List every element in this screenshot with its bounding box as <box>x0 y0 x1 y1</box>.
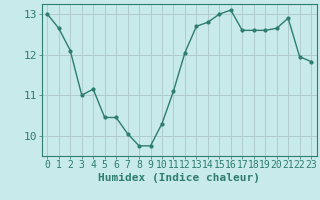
X-axis label: Humidex (Indice chaleur): Humidex (Indice chaleur) <box>98 173 260 183</box>
